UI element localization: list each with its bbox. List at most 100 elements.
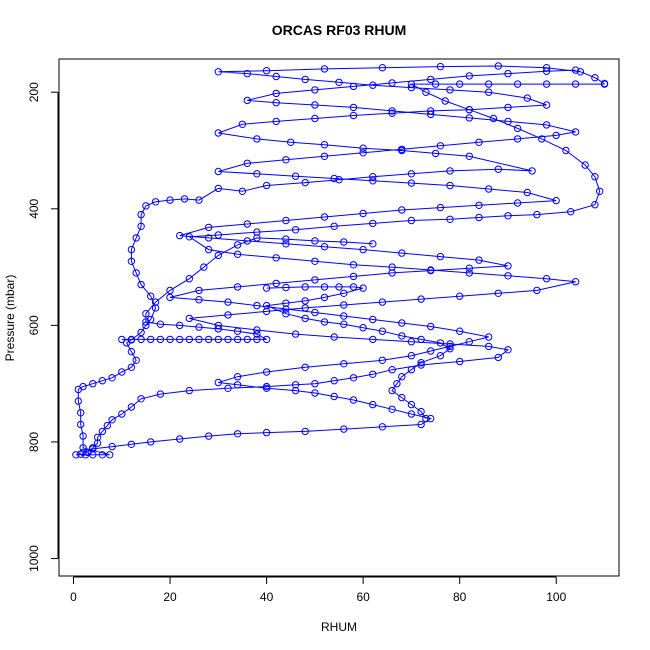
data-point [407,400,416,409]
data-point [369,240,377,248]
data-point [282,235,290,243]
data-point [330,377,338,385]
data-point [108,442,116,451]
data-point [262,335,271,344]
data-point [282,310,290,318]
data-point [542,275,551,283]
data-point [311,257,319,265]
data-point [243,335,252,344]
data-point [243,69,252,78]
data-point [591,201,599,209]
data-point [224,384,232,392]
data-point [378,64,387,72]
data-point [151,304,160,312]
data-point [349,103,358,112]
plot-frame [58,58,620,577]
data-point [311,237,319,245]
data-point [591,74,599,82]
data-point [542,67,551,75]
data-point [504,69,512,78]
data-point [335,78,343,87]
data-point [176,335,184,344]
data-point [214,325,223,333]
data-point [311,101,319,109]
data-point [137,335,145,344]
data-point [330,392,338,401]
data-point [195,323,203,331]
data-point [422,88,430,96]
data-point [272,254,280,262]
data-point [108,416,116,424]
data-point [98,377,107,385]
data-point [272,117,280,126]
data-point [456,80,464,88]
series-line-1 [75,65,605,456]
data-point [359,149,367,157]
data-point [504,212,512,220]
data-point [262,307,271,316]
data-point [200,263,208,271]
data-point [320,318,329,326]
data-point [311,308,319,317]
data-point [301,75,309,84]
data-point [253,170,261,178]
data-point [465,152,473,161]
data-point [282,299,290,307]
data-point [89,380,97,388]
data-point [205,234,213,242]
data-point [456,292,464,300]
data-point [485,333,493,341]
data-point [195,286,203,295]
y-tick-label: 400 [27,198,41,218]
data-point [127,403,136,411]
data-point [301,297,309,305]
data-point [552,196,560,205]
data-point [282,216,290,225]
data-point [465,106,473,114]
data-point [596,187,604,196]
data-point [330,174,338,183]
data-point [205,432,213,440]
data-point [378,327,387,335]
data-point [132,356,140,364]
data-point [320,141,329,149]
data-point [359,209,367,218]
data-point [127,347,136,356]
data-point [214,378,223,387]
data-point [349,261,358,269]
data-point [243,159,252,168]
data-point [142,310,150,318]
data-point [291,226,300,234]
data-point [127,257,136,265]
data-point [513,124,522,133]
data-point [151,298,160,306]
data-point [436,62,445,71]
data-point [262,181,271,190]
data-point [494,165,502,173]
data-point [359,144,367,152]
data-point [233,241,242,249]
data-layer [72,62,609,459]
data-point [137,280,145,289]
data-point [195,335,203,344]
data-point [89,445,97,453]
data-point [320,293,329,302]
data-point [233,373,242,381]
data-point [571,278,580,286]
data-point [320,152,329,161]
data-point [214,129,223,137]
data-point [465,338,473,346]
data-point [330,222,338,231]
data-point [465,269,473,277]
data-point [591,173,599,181]
data-point [311,380,319,388]
data-point [335,283,343,291]
data-point [340,360,348,368]
data-point [407,338,416,346]
data-point [513,135,522,143]
data-point [272,99,280,107]
data-point [98,427,107,436]
data-point [253,326,261,334]
data-point [388,79,396,87]
